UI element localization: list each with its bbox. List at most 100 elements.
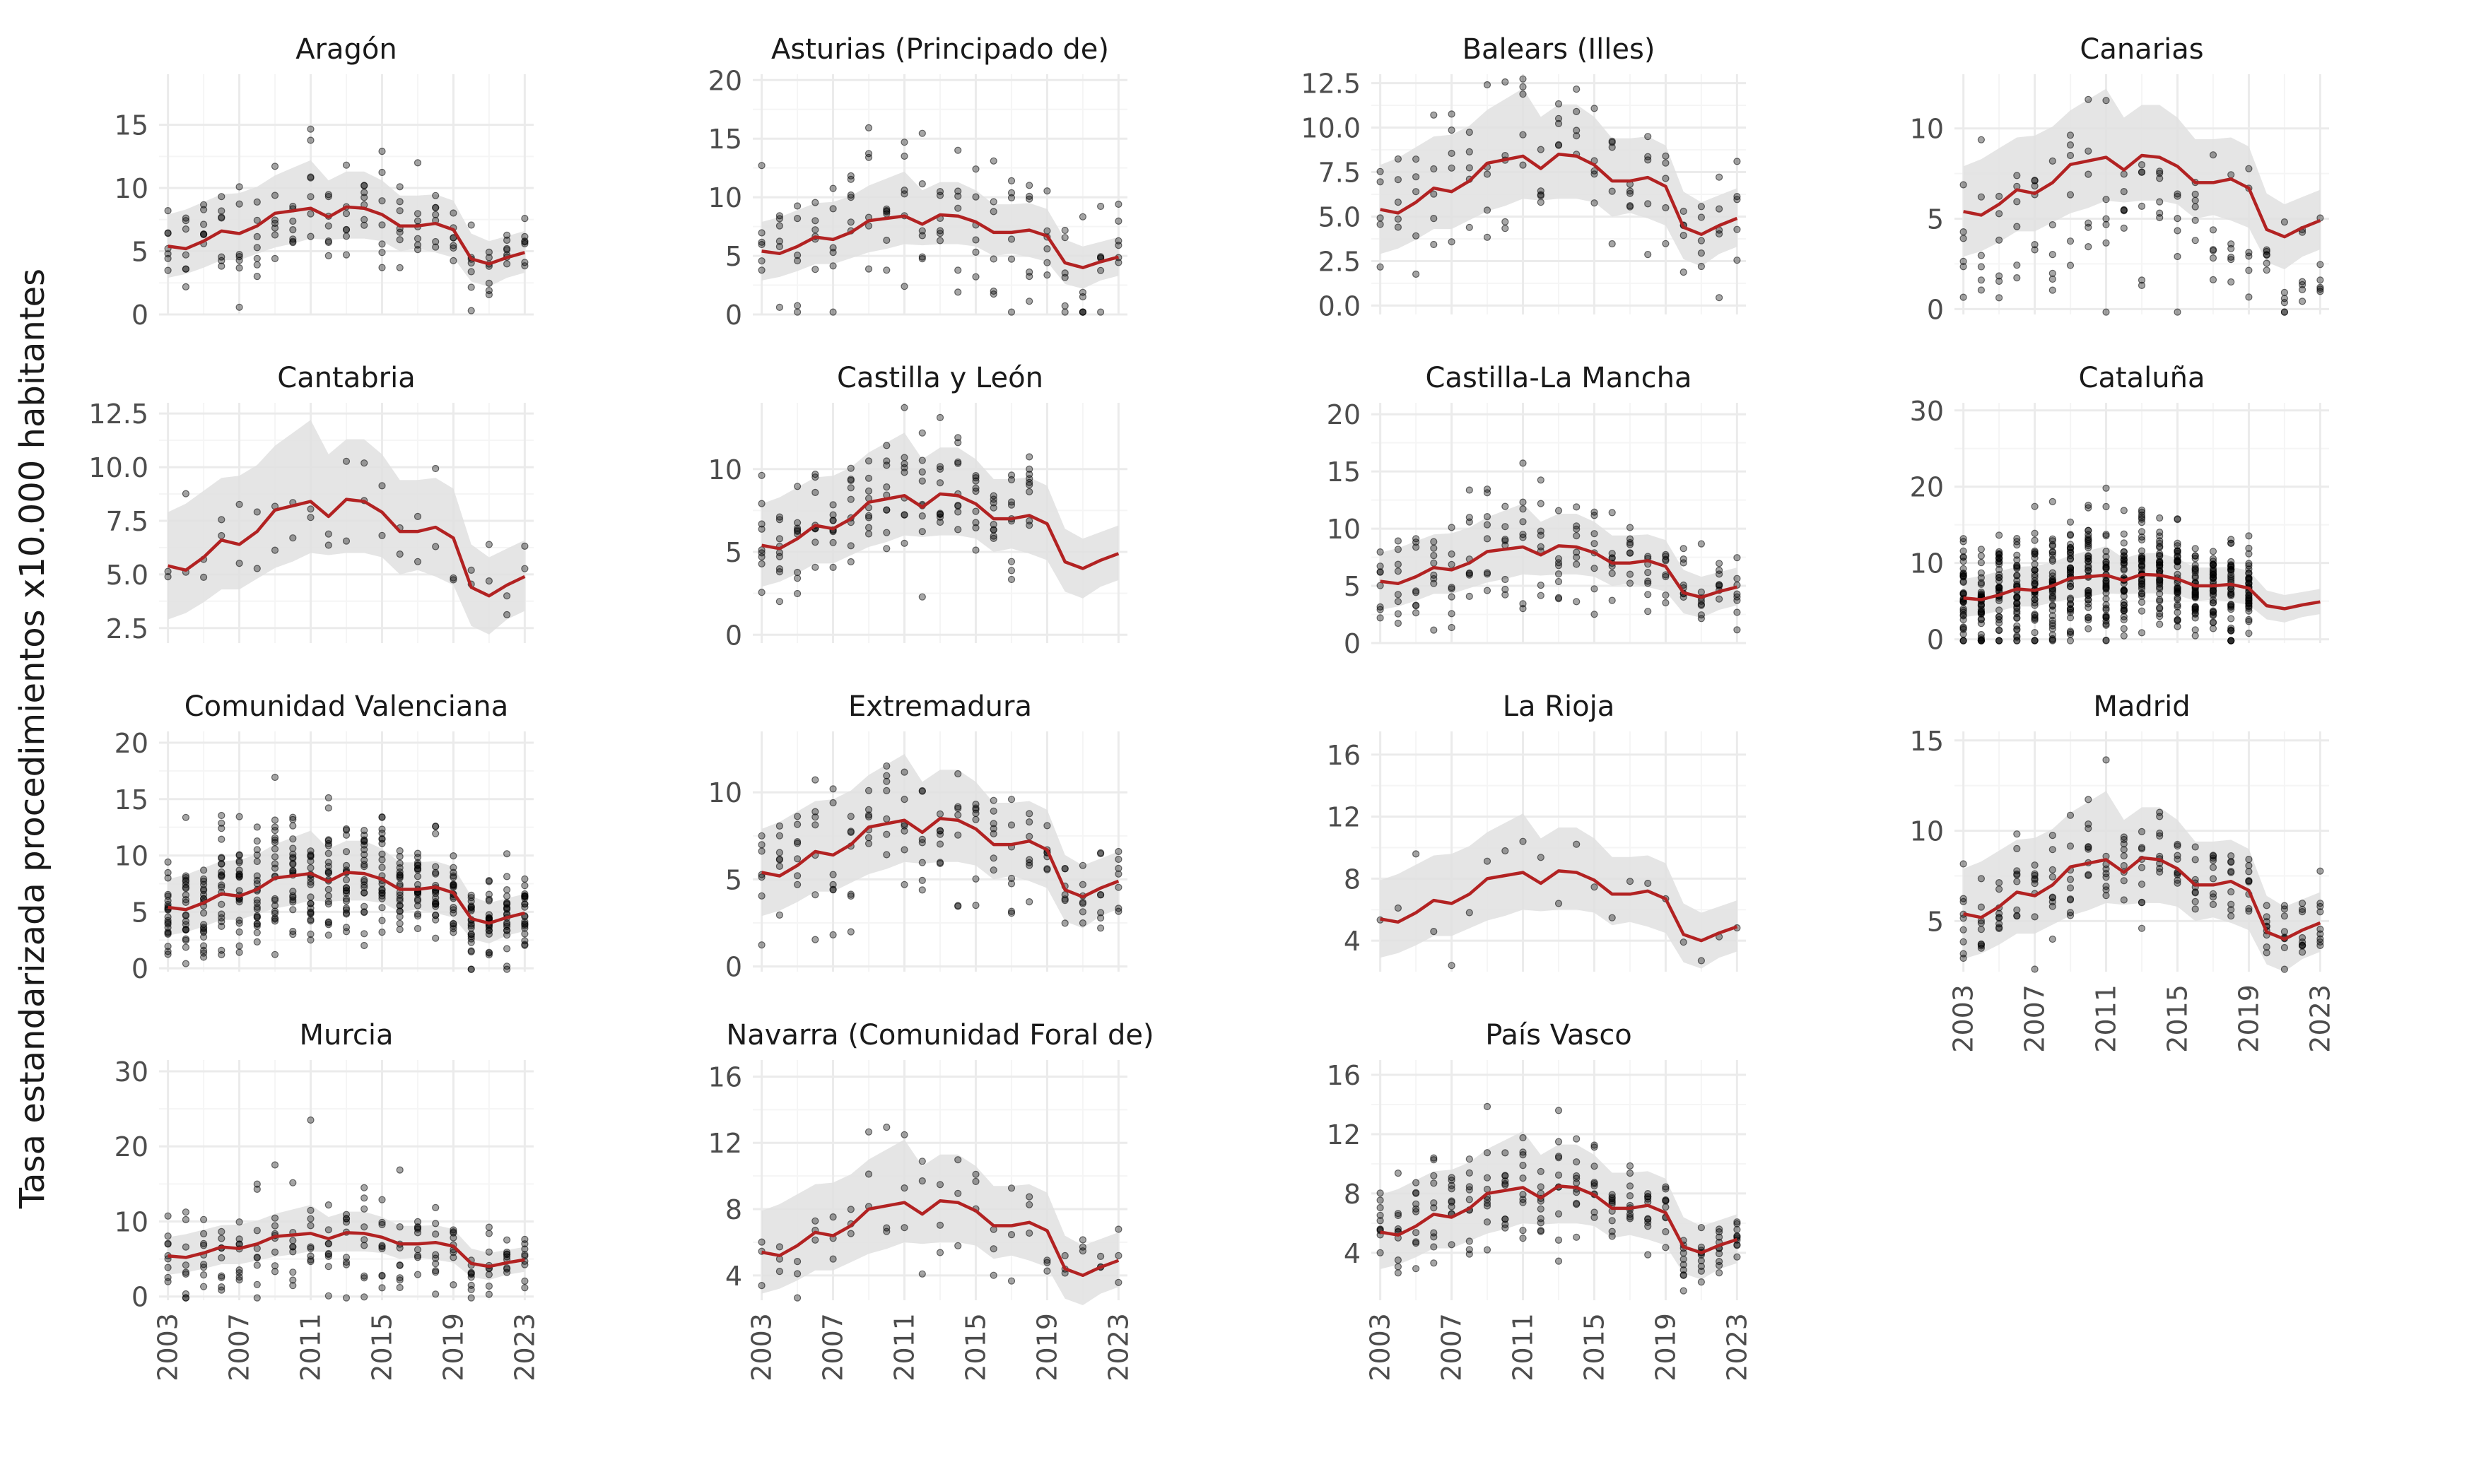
data-point <box>1644 591 1652 599</box>
data-point <box>1043 866 1051 873</box>
data-point <box>1995 531 2003 539</box>
data-point <box>1465 223 1473 231</box>
data-point <box>2209 561 2217 569</box>
data-point <box>2066 141 2075 149</box>
data-point <box>864 813 873 821</box>
data-point <box>218 1235 225 1242</box>
data-point <box>1644 608 1652 616</box>
data-point <box>918 512 926 520</box>
data-point <box>2066 151 2075 160</box>
data-point <box>360 189 368 196</box>
data-point <box>954 204 962 212</box>
data-point <box>235 500 243 508</box>
data-point <box>467 1294 475 1302</box>
data-point <box>1079 881 1087 888</box>
data-point <box>2156 198 2164 206</box>
data-point <box>1626 202 1634 210</box>
data-point <box>289 226 297 234</box>
data-point <box>1412 188 1420 196</box>
data-point <box>1465 129 1473 136</box>
data-point <box>450 242 457 249</box>
data-point <box>164 929 172 937</box>
data-point <box>378 892 386 900</box>
y-tick-label: 10 <box>708 182 742 213</box>
data-point <box>271 1268 279 1276</box>
y-tick-label: 0 <box>725 952 742 983</box>
data-point <box>2102 560 2110 568</box>
data-point <box>1079 1243 1087 1251</box>
data-point <box>1959 926 1967 934</box>
data-point <box>307 1257 315 1266</box>
data-point <box>1412 1189 1420 1197</box>
data-point <box>503 1248 511 1256</box>
data-point <box>1662 1183 1670 1191</box>
data-point <box>1394 1269 1402 1277</box>
data-point <box>289 1243 297 1251</box>
data-point <box>414 1224 422 1232</box>
data-point <box>521 1235 529 1244</box>
data-point <box>182 251 189 259</box>
data-point <box>2031 241 2039 249</box>
data-point <box>1662 1244 1670 1252</box>
facet-title: Comunidad Valenciana <box>184 690 509 723</box>
data-point <box>1007 874 1016 883</box>
data-point <box>1501 502 1509 510</box>
data-point <box>2263 913 2270 921</box>
data-point <box>936 237 944 245</box>
data-point <box>1733 554 1741 562</box>
data-point <box>467 268 475 276</box>
data-point <box>1519 161 1527 169</box>
data-point <box>793 568 802 577</box>
data-point <box>793 1270 802 1278</box>
data-point <box>972 165 980 173</box>
data-point <box>1376 614 1384 622</box>
data-point <box>1465 1237 1473 1245</box>
data-point <box>847 542 855 550</box>
data-point <box>2245 855 2253 864</box>
data-point <box>1115 855 1122 864</box>
data-point <box>164 948 172 955</box>
data-point <box>414 1252 422 1260</box>
data-point <box>2102 484 2110 492</box>
data-point <box>2048 866 2056 874</box>
data-point <box>1644 1215 1652 1223</box>
data-point <box>1007 255 1016 263</box>
data-point <box>360 883 368 891</box>
data-point <box>164 229 172 237</box>
data-point <box>1483 233 1491 241</box>
x-tick-label: 2015 <box>366 1313 397 1382</box>
data-point <box>1995 565 2003 574</box>
data-point <box>936 465 944 473</box>
data-point <box>253 244 261 252</box>
data-point <box>1483 1218 1491 1226</box>
data-point <box>2013 844 2021 853</box>
data-point <box>1995 909 2003 917</box>
data-point <box>2299 938 2306 946</box>
data-point <box>432 192 440 199</box>
data-point <box>2209 247 2217 254</box>
data-point <box>883 442 891 449</box>
data-point <box>432 912 440 919</box>
data-point <box>2085 147 2092 155</box>
data-point <box>936 479 944 487</box>
data-point <box>396 891 404 899</box>
data-point <box>2085 531 2092 538</box>
data-point <box>2085 540 2092 548</box>
data-point <box>1465 148 1473 155</box>
data-point <box>1501 585 1509 594</box>
data-point <box>396 897 404 905</box>
data-point <box>1519 1199 1527 1206</box>
data-point <box>2227 906 2235 914</box>
data-point <box>2227 626 2235 634</box>
data-point <box>253 823 261 831</box>
data-point <box>1394 904 1402 912</box>
data-point <box>1394 567 1402 575</box>
data-point <box>775 553 784 560</box>
data-point <box>432 830 440 837</box>
data-point <box>811 813 819 821</box>
confidence-band <box>168 420 525 635</box>
data-point <box>1007 796 1016 803</box>
data-point <box>990 198 997 206</box>
